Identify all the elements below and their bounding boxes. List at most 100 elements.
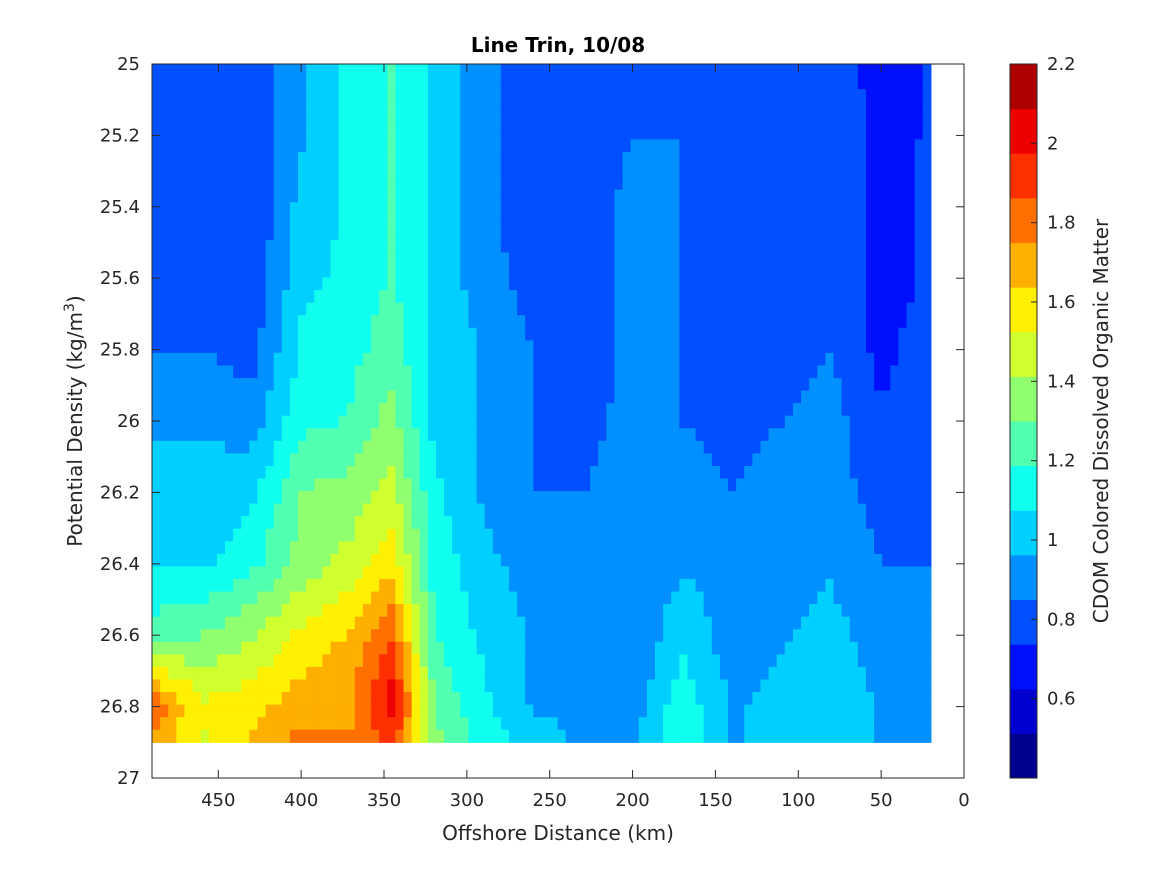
contour-cell (395, 704, 405, 718)
contour-cell (671, 591, 680, 605)
contour-cell (744, 101, 753, 115)
contour-cell (557, 340, 567, 354)
contour-cell (168, 553, 177, 568)
contour-cell (857, 252, 867, 266)
contour-cell (241, 541, 250, 555)
contour-cell (306, 579, 315, 593)
contour-cell (468, 679, 478, 693)
contour-cell (541, 327, 551, 341)
contour-cell (233, 616, 242, 630)
contour-cell (500, 528, 510, 542)
contour-cell (200, 503, 210, 517)
contour-cell (541, 151, 551, 166)
contour-cell (468, 214, 478, 228)
contour-cell (257, 428, 267, 442)
contour-cell (760, 641, 770, 655)
contour-cell (857, 164, 867, 178)
contour-cell (371, 89, 380, 103)
contour-cell (792, 616, 802, 630)
contour-cell (606, 641, 616, 655)
contour-cell (225, 89, 234, 103)
contour-cell (435, 151, 445, 166)
contour-cell (614, 239, 624, 254)
contour-cell (411, 566, 421, 580)
contour-cell (687, 177, 697, 191)
contour-cell (484, 290, 494, 304)
contour-cell (865, 365, 875, 379)
contour-cell (841, 629, 851, 643)
contour-cell (914, 704, 924, 718)
contour-cell (638, 164, 648, 178)
contour-cell (752, 553, 762, 568)
contour-cell (841, 465, 851, 480)
contour-cell (906, 465, 916, 480)
contour-cell (865, 202, 875, 216)
contour-cell (752, 277, 762, 291)
contour-cell (922, 189, 932, 203)
contour-cell (744, 566, 753, 580)
contour-cell (671, 566, 680, 580)
contour-cell (298, 151, 307, 166)
contour-cell (460, 679, 470, 693)
contour-cell (354, 641, 364, 655)
contour-cell (679, 340, 689, 354)
contour-cell (671, 139, 680, 153)
contour-cell (371, 164, 380, 178)
contour-cell (241, 64, 250, 78)
contour-cell (590, 440, 599, 454)
contour-cell (525, 591, 534, 605)
contour-cell (411, 641, 421, 655)
contour-cell (241, 516, 250, 530)
contour-cell (298, 453, 307, 467)
contour-cell (160, 465, 169, 480)
contour-cell (752, 214, 762, 228)
contour-cell (233, 654, 242, 668)
contour-cell (508, 126, 518, 140)
contour-cell (484, 440, 494, 454)
contour-cell (452, 378, 461, 392)
contour-cell (192, 428, 202, 442)
contour-cell (671, 89, 680, 103)
contour-cell (606, 327, 616, 341)
contour-cell (801, 302, 810, 316)
contour-cell (176, 591, 186, 605)
contour-cell (484, 101, 494, 115)
contour-cell (533, 553, 543, 568)
contour-cell (176, 666, 186, 681)
contour-cell (679, 290, 689, 304)
contour-cell (168, 491, 177, 505)
contour-cell (565, 114, 575, 128)
contour-cell (427, 290, 437, 304)
contour-cell (484, 76, 494, 90)
contour-cell (744, 189, 753, 203)
contour-cell (184, 654, 194, 668)
contour-cell (249, 704, 259, 718)
contour-cell (484, 453, 494, 467)
contour-cell (460, 591, 470, 605)
contour-cell (679, 64, 689, 78)
contour-cell (444, 239, 453, 254)
contour-cell (914, 679, 924, 693)
contour-cell (906, 277, 916, 291)
contour-cell (225, 352, 234, 367)
contour-cell (557, 566, 567, 580)
contour-cell (525, 352, 534, 367)
contour-cell (614, 516, 624, 530)
contour-cell (557, 264, 567, 279)
contour-cell (565, 126, 575, 140)
contour-cell (663, 503, 672, 517)
contour-cell (492, 76, 502, 90)
contour-cell (330, 566, 340, 580)
contour-cell (865, 654, 875, 668)
contour-cell (289, 704, 299, 718)
contour-cell (598, 692, 607, 706)
contour-cell (679, 352, 689, 367)
contour-cell (728, 89, 737, 103)
contour-cell (922, 629, 932, 643)
contour-cell (728, 340, 737, 354)
contour-cell (354, 139, 364, 153)
contour-cell (711, 616, 721, 630)
contour-cell (533, 76, 543, 90)
contour-cell (890, 277, 899, 291)
contour-cell (825, 277, 835, 291)
